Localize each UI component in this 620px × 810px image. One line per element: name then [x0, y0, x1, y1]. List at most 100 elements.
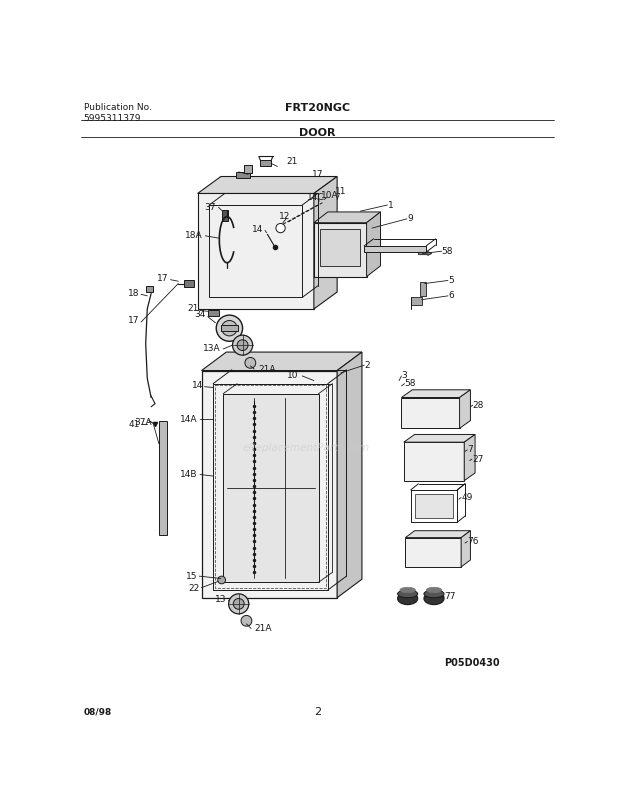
Circle shape: [241, 616, 252, 626]
Text: 18: 18: [128, 289, 140, 298]
Text: 7: 7: [467, 446, 473, 454]
Text: 13: 13: [215, 595, 226, 603]
FancyArrow shape: [418, 252, 432, 255]
Text: 10: 10: [287, 372, 298, 381]
Text: 37: 37: [204, 202, 216, 211]
Circle shape: [229, 594, 249, 614]
Bar: [236, 172, 250, 178]
Bar: [244, 165, 252, 173]
Bar: [146, 286, 153, 292]
Text: 34: 34: [195, 310, 206, 319]
Bar: [260, 160, 272, 166]
Polygon shape: [314, 177, 337, 309]
Text: 9: 9: [407, 215, 413, 224]
Bar: [210, 205, 303, 297]
Bar: [320, 229, 360, 266]
Text: 21: 21: [187, 305, 198, 313]
Ellipse shape: [397, 592, 418, 604]
Circle shape: [276, 224, 285, 232]
Polygon shape: [198, 177, 337, 194]
Polygon shape: [404, 442, 464, 480]
Bar: [410, 297, 422, 305]
Text: 58: 58: [441, 247, 453, 256]
Text: 77: 77: [444, 591, 456, 601]
Circle shape: [218, 576, 226, 584]
Text: DOOR: DOOR: [299, 128, 336, 138]
Bar: [202, 370, 337, 598]
Circle shape: [237, 339, 248, 351]
Text: 10A: 10A: [321, 191, 338, 200]
Text: 76: 76: [467, 537, 479, 546]
Bar: [365, 245, 427, 252]
Ellipse shape: [424, 592, 444, 604]
Text: 1: 1: [388, 201, 393, 210]
Circle shape: [232, 335, 253, 355]
Text: 21A: 21A: [254, 624, 272, 633]
Text: 17: 17: [128, 316, 140, 325]
Polygon shape: [405, 531, 471, 538]
Text: 58: 58: [404, 379, 416, 388]
Bar: [208, 310, 219, 316]
Text: 15: 15: [186, 572, 198, 581]
Text: 14B: 14B: [180, 470, 198, 479]
Text: 14: 14: [192, 382, 203, 390]
Bar: [159, 420, 167, 535]
Polygon shape: [314, 212, 381, 223]
Text: 28: 28: [472, 401, 484, 410]
Polygon shape: [402, 398, 459, 428]
Text: 2: 2: [314, 706, 321, 717]
Bar: [415, 494, 453, 518]
Text: 21A: 21A: [258, 364, 275, 373]
Bar: [223, 394, 319, 582]
Text: 2: 2: [365, 360, 370, 369]
Polygon shape: [402, 390, 471, 398]
Text: Publication No.
5995311379: Publication No. 5995311379: [84, 104, 151, 123]
Text: 08/98: 08/98: [84, 707, 112, 716]
Text: 22: 22: [188, 584, 200, 593]
Circle shape: [222, 321, 237, 336]
Text: 27: 27: [472, 454, 484, 463]
Ellipse shape: [400, 587, 415, 593]
Text: 3: 3: [402, 372, 407, 381]
Text: 14C: 14C: [308, 193, 325, 202]
Circle shape: [233, 599, 244, 609]
Text: P05D0430: P05D0430: [445, 659, 500, 668]
Text: eReplacementParts.com: eReplacementParts.com: [242, 442, 370, 453]
Text: 37A: 37A: [135, 419, 152, 428]
Bar: [222, 211, 228, 221]
Bar: [420, 282, 427, 296]
Bar: [185, 280, 193, 287]
Polygon shape: [461, 531, 471, 567]
Text: 14A: 14A: [180, 415, 198, 424]
Text: 21: 21: [286, 156, 298, 165]
Text: 12: 12: [279, 212, 291, 221]
Text: FRT20NGC: FRT20NGC: [285, 104, 350, 113]
Polygon shape: [459, 390, 471, 428]
Bar: [221, 325, 238, 331]
Ellipse shape: [424, 590, 444, 598]
Text: 17: 17: [157, 274, 169, 283]
Polygon shape: [337, 352, 362, 598]
Bar: [314, 223, 366, 276]
Bar: [213, 384, 328, 590]
Bar: [198, 194, 314, 309]
Text: 14: 14: [252, 225, 264, 234]
Text: 11: 11: [335, 186, 347, 196]
Text: 13A: 13A: [203, 344, 221, 353]
Text: 18A: 18A: [185, 232, 203, 241]
Ellipse shape: [397, 590, 418, 598]
Circle shape: [216, 315, 242, 341]
Text: 17: 17: [312, 170, 324, 179]
Polygon shape: [405, 538, 461, 567]
Polygon shape: [464, 434, 475, 480]
Text: 41: 41: [128, 420, 140, 429]
Polygon shape: [202, 352, 362, 370]
Bar: [215, 386, 326, 588]
Text: 5: 5: [448, 276, 454, 285]
Polygon shape: [404, 434, 475, 442]
Text: 49: 49: [461, 493, 472, 502]
Text: 6: 6: [448, 292, 454, 301]
Polygon shape: [366, 212, 381, 276]
Ellipse shape: [427, 587, 441, 593]
Circle shape: [245, 357, 256, 369]
